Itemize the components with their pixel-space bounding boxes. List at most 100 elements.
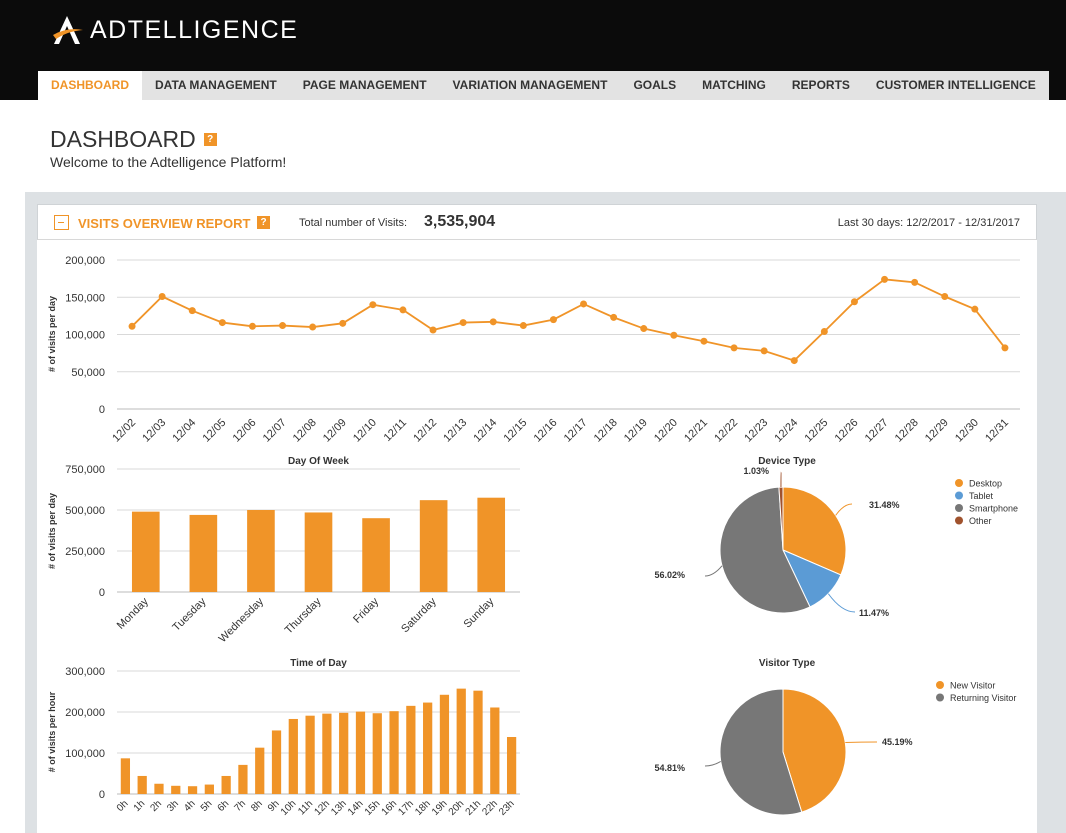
x-tick-label: 12/20 [652,417,680,445]
x-tick-label: Thursday [283,595,324,636]
bar [355,711,366,794]
series-line [131,278,1006,362]
pie-slice [719,688,803,816]
data-point [549,316,557,324]
data-point [670,331,678,339]
x-tick-label: 12/18 [592,417,620,445]
tab-goals[interactable]: GOALS [633,78,677,92]
data-point [158,293,166,301]
panel-header: VISITS OVERVIEW REPORT ? Total number of… [37,204,1037,240]
x-tick-label: 12/21 [682,417,710,445]
data-label: 31.48% [869,500,900,510]
data-point [971,305,979,313]
bar [137,775,147,794]
y-tick-label: 750,000 [65,464,105,476]
tab-reports[interactable]: REPORTS [791,78,850,92]
x-tick-label: Monday [115,595,152,632]
bar [247,510,275,592]
data-point [790,357,798,365]
data-label: 45.19% [882,737,913,747]
tab-matching[interactable]: MATCHING [702,78,766,92]
top-bar: ADTELLIGENCE DASHBOARD DATA MANAGEMENT PAG… [0,0,1066,100]
data-point [911,278,919,286]
x-tick-label: 21h [464,798,484,818]
x-tick-label: 12/06 [231,417,259,445]
x-tick-label: 12/23 [742,417,770,445]
charts-canvas: 0 50,000 100,000 150,000 200,000 # of visits … [47,255,1020,818]
x-tick-label: Tuesday [170,595,208,633]
x-tick-label: Friday [351,595,381,625]
data-point [218,319,226,327]
bar [120,758,131,794]
x-tick-label: 12/12 [411,417,439,445]
total-visits-label: Total number of Visits: [299,217,408,229]
tab-variation-management[interactable]: VARIATION MANAGEMENT [452,78,608,92]
data-label: 1.03% [743,466,769,476]
chart-title: Day Of Week [288,456,349,467]
data-point [248,322,256,330]
data-point [309,323,317,331]
label-connector [845,741,878,744]
legend-marker [936,693,944,702]
y-axis-label: # of visits per hour [47,691,57,772]
tab-data-management[interactable]: DATA MANAGEMENT [155,78,277,92]
x-tick-label: 12/15 [502,417,530,445]
brand-logo[interactable]: ADTELLIGENCE [50,10,298,50]
x-tick-label: 6h [216,798,232,814]
chart-title: Device Type [758,456,816,467]
chart-title: Time of Day [290,658,347,669]
help-icon[interactable]: ? [203,133,217,146]
y-tick-label: 0 [99,587,105,599]
tab-page-management[interactable]: PAGE MANAGEMENT [302,78,427,92]
data-label: 54.81% [654,763,685,773]
y-axis-label: # of visits per day [47,493,57,569]
x-tick-label: 15h [363,798,383,818]
collapse-icon[interactable] [54,215,69,230]
tab-dashboard[interactable]: DASHBOARD [38,71,142,100]
visits-overview-panel: VISITS OVERVIEW REPORT ? Total number of… [37,204,1037,833]
bar [154,783,164,794]
data-point [730,344,738,352]
legend-label: Smartphone [969,504,1018,514]
x-tick-label: Saturday [399,595,439,635]
bar [339,712,349,794]
x-tick-label: 16h [380,798,400,818]
report-help-icon[interactable]: ? [257,216,270,229]
bar [456,688,466,794]
x-tick-label: 14h [346,798,366,818]
label-connector [704,565,723,577]
x-tick-label: 12/17 [562,417,590,445]
x-tick-label: 12/04 [170,417,198,445]
label-connector [704,761,721,767]
bar [406,705,416,794]
data-point [760,347,768,355]
x-tick-label: 17h [396,798,416,818]
data-point [399,306,407,314]
data-point [850,298,858,306]
bar [439,694,450,794]
x-tick-label: 4h [182,798,198,814]
y-tick-label: 500,000 [65,505,105,517]
total-visits-value: 3,535,904 [424,213,496,230]
legend-label: Tablet [969,491,994,501]
x-tick-label: 12/27 [863,417,891,445]
x-tick-label: 13h [329,798,349,818]
date-range: Last 30 days: 12/2/2017 - 12/31/2017 [837,217,1020,229]
x-tick-label: 5h [199,798,215,814]
tab-customer-intelligence[interactable]: CUSTOMER INTELLIGENCE [875,78,1036,92]
y-tick-label: 200,000 [65,255,105,267]
x-tick-label: 12/28 [893,417,921,445]
bar [131,511,160,592]
bar [423,702,433,794]
y-tick-label: 150,000 [65,292,105,304]
bar [171,785,181,794]
page-title-row: DASHBOARD ? [50,126,217,153]
bar [473,690,483,794]
pie-slice [782,486,847,576]
data-point [700,337,708,345]
x-tick-label: 2h [148,798,164,814]
legend-marker [955,516,963,525]
x-tick-label: 12/14 [471,417,499,445]
y-tick-label: 0 [99,789,105,801]
data-label: 56.02% [654,570,685,580]
